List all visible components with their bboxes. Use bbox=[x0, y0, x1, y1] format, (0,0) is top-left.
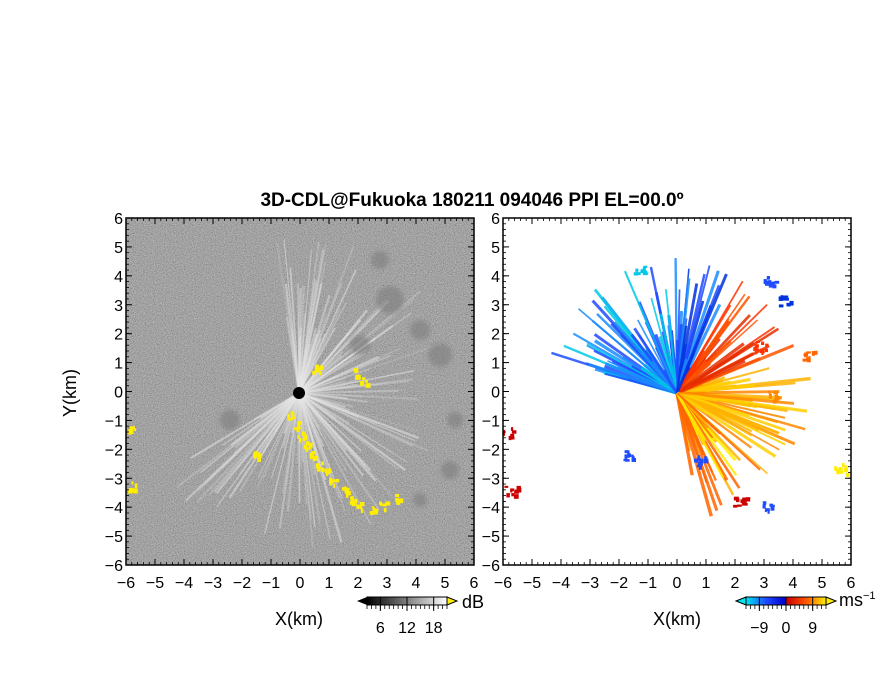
y-tick-label: −3 bbox=[482, 471, 500, 488]
y-tick-label: 1 bbox=[491, 356, 500, 373]
y-tick-label: −2 bbox=[105, 442, 123, 459]
left-axis-ticks bbox=[125, 217, 475, 566]
right-heatmap-field bbox=[503, 218, 851, 565]
x-tick-label: −4 bbox=[552, 575, 570, 592]
left-y-axis-label: Y(km) bbox=[60, 369, 80, 417]
y-tick-label: −3 bbox=[105, 471, 123, 488]
x-tick-label: −5 bbox=[146, 575, 164, 592]
x-tick-label: 3 bbox=[383, 575, 392, 592]
x-tick-label: −2 bbox=[233, 575, 251, 592]
x-tick-label: 4 bbox=[789, 575, 798, 592]
y-tick-label: −1 bbox=[482, 413, 500, 430]
left-colorbar-unit: dB bbox=[462, 592, 484, 612]
x-tick-label: −2 bbox=[610, 575, 628, 592]
y-tick-label: 4 bbox=[491, 269, 500, 286]
y-tick-label: −6 bbox=[105, 558, 123, 575]
x-tick-label: −1 bbox=[639, 575, 657, 592]
right-velocity-rays bbox=[551, 258, 811, 517]
colorbar-tick-label: 9 bbox=[808, 620, 817, 637]
left-y-tick-labels: 6 5 4 3 2 1 0 −1 −2 −3 −4 −5 −6 bbox=[105, 211, 123, 575]
x-tick-label: −6 bbox=[117, 575, 135, 592]
y-tick-label: 0 bbox=[491, 385, 500, 402]
y-tick-label: −6 bbox=[482, 558, 500, 575]
y-tick-label: 5 bbox=[114, 240, 123, 257]
y-tick-label: 6 bbox=[491, 211, 500, 228]
y-tick-label: −1 bbox=[105, 413, 123, 430]
right-colorbar: −9 0 9 ms−1 bbox=[734, 590, 876, 637]
left-colorbar: 6 12 18 dB bbox=[357, 592, 484, 637]
x-tick-label: 2 bbox=[731, 575, 740, 592]
colorbar-tick-label: 12 bbox=[398, 620, 416, 637]
x-tick-label: −1 bbox=[262, 575, 280, 592]
left-panel: −6 −5 −4 −3 −2 −1 0 1 2 3 4 5 6 6543210−1−2−3−4−5−6 … bbox=[60, 211, 484, 637]
left-heatmap-field bbox=[126, 218, 474, 565]
y-tick-label: −5 bbox=[482, 529, 500, 546]
right-colorbar-unit: ms−1 bbox=[839, 590, 876, 610]
x-tick-label: 0 bbox=[673, 575, 682, 592]
left-backscatter-clouds bbox=[220, 251, 463, 507]
right-panel: −6 −5 −4 −3 −2 −1 0 1 2 3 4 5 6 6543210−1−2−3−4−5−6 … bbox=[482, 211, 876, 637]
x-tick-label: 6 bbox=[847, 575, 856, 592]
x-tick-label: −6 bbox=[494, 575, 512, 592]
colorbar-tick-label: 6 bbox=[376, 620, 385, 637]
x-tick-label: 3 bbox=[760, 575, 769, 592]
chart-title: 3D-CDL@Fukuoka 180211 094046 PPI EL=00.0… bbox=[260, 190, 683, 211]
left-x-tick-labels: −6 −5 −4 −3 −2 −1 0 1 2 3 4 5 6 bbox=[117, 575, 479, 592]
y-tick-label: −4 bbox=[482, 500, 500, 517]
x-tick-label: 0 bbox=[296, 575, 305, 592]
y-tick-label: 0 bbox=[114, 385, 123, 402]
y-tick-label: 5 bbox=[491, 240, 500, 257]
y-tick-label: −5 bbox=[105, 529, 123, 546]
x-tick-label: 5 bbox=[818, 575, 827, 592]
right-x-axis-label: X(km) bbox=[653, 609, 701, 629]
x-tick-label: −5 bbox=[523, 575, 541, 592]
colorbar-tick-label: −9 bbox=[750, 620, 768, 637]
y-tick-label: 3 bbox=[491, 298, 500, 315]
right-velocity-patches bbox=[503, 265, 850, 514]
x-tick-label: 1 bbox=[702, 575, 711, 592]
lidar-center-dot bbox=[293, 387, 305, 399]
x-tick-label: 2 bbox=[354, 575, 363, 592]
y-tick-label: 2 bbox=[491, 327, 500, 344]
right-x-tick-labels: −6 −5 −4 −3 −2 −1 0 1 2 3 4 5 6 bbox=[494, 575, 856, 592]
x-tick-label: 4 bbox=[412, 575, 421, 592]
colorbar-tick-label: 0 bbox=[782, 620, 791, 637]
x-tick-label: −3 bbox=[204, 575, 222, 592]
y-tick-label: 6 bbox=[114, 211, 123, 228]
x-tick-label: 5 bbox=[441, 575, 450, 592]
right-y-tick-labels: 6 5 4 3 2 1 0 −1 −2 −3 −4 −5 −6 bbox=[482, 211, 500, 575]
x-tick-label: 6 bbox=[470, 575, 479, 592]
left-x-axis-label: X(km) bbox=[275, 609, 323, 629]
y-tick-label: 2 bbox=[114, 327, 123, 344]
right-axis-ticks bbox=[502, 217, 852, 566]
y-tick-label: 4 bbox=[114, 269, 123, 286]
x-tick-label: −4 bbox=[175, 575, 193, 592]
y-tick-label: −4 bbox=[105, 500, 123, 517]
y-tick-label: 1 bbox=[114, 356, 123, 373]
y-tick-label: −2 bbox=[482, 442, 500, 459]
x-tick-label: −3 bbox=[581, 575, 599, 592]
y-tick-label: 3 bbox=[114, 298, 123, 315]
left-saturated-echoes bbox=[128, 364, 404, 515]
x-tick-label: 1 bbox=[325, 575, 334, 592]
left-backscatter-rays bbox=[176, 239, 443, 548]
colorbar-tick-label: 18 bbox=[425, 620, 443, 637]
